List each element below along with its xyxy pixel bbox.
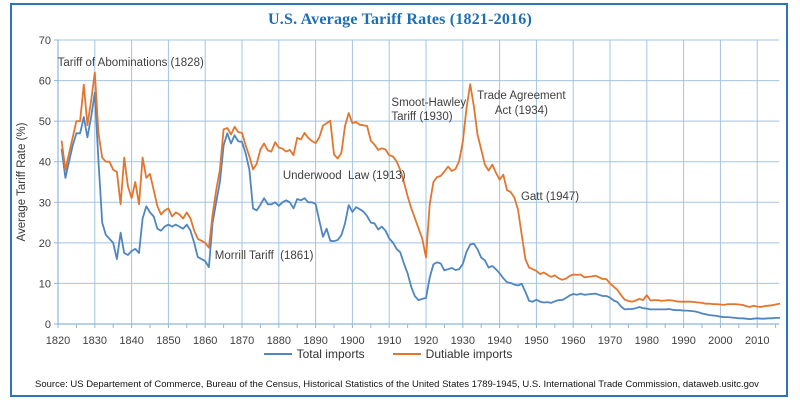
chart-frame	[10, 3, 788, 397]
x-tick-label: 1840	[119, 335, 143, 347]
legend-label-dutiable-imports: Dutiable imports	[425, 347, 513, 361]
annotation-smoot-hawley: Smoot-Hawley Tariff (1930)	[391, 96, 467, 124]
y-tick-label: 70	[39, 35, 51, 47]
legend-item-dutiable-imports: Dutiable imports	[392, 347, 513, 361]
x-tick-label: 1890	[303, 335, 327, 347]
x-tick-label: 2010	[745, 335, 769, 347]
x-tick-label: 1980	[635, 335, 659, 347]
legend-label-total-imports: Total imports	[296, 347, 365, 361]
total-imports-line-swatch	[263, 353, 292, 355]
x-tick-label: 1850	[156, 335, 180, 347]
x-tick-label: 1960	[561, 335, 585, 347]
x-tick-label: 1990	[671, 335, 695, 347]
annotation-trade-agreement-act: Trade Agreement Act (1934)	[477, 90, 566, 118]
x-tick-label: 1920	[414, 335, 438, 347]
annotation-morrill-tariff: Morrill Tariff (1861)	[214, 249, 314, 262]
x-tick-label: 2000	[708, 335, 732, 347]
legend: Total imports Dutiable imports	[0, 347, 788, 361]
y-tick-label: 0	[45, 319, 51, 331]
x-tick-label: 1860	[193, 335, 217, 347]
y-tick-label: 40	[39, 157, 51, 169]
x-tick-label: 1970	[598, 335, 622, 347]
y-tick-label: 20	[39, 238, 51, 250]
y-tick-label: 60	[39, 76, 51, 88]
x-tick-label: 1950	[524, 335, 548, 347]
x-tick-label: 1880	[267, 335, 291, 347]
x-tick-label: 1820	[46, 335, 70, 347]
x-tick-label: 1910	[377, 335, 401, 347]
y-tick-label: 10	[39, 278, 51, 290]
series-line-dutiable-imports	[60, 71, 781, 308]
annotation-gatt: Gatt (1947)	[520, 191, 580, 204]
annotation-tariff-of-abominations: Tariff of Abominations (1828)	[57, 57, 204, 70]
series-line-total-imports	[60, 91, 781, 320]
y-tick-label: 50	[39, 116, 51, 128]
legend-item-total-imports: Total imports	[263, 347, 365, 361]
annotation-underwood-law: Underwood Law (1913)	[282, 169, 406, 182]
x-tick-label: 1870	[230, 335, 254, 347]
source-citation: Source: US Departement of Commerce, Bure…	[35, 379, 759, 390]
x-tick-label: 1940	[487, 335, 511, 347]
x-tick-label: 1830	[83, 335, 107, 347]
dutiable-imports-line-swatch	[392, 353, 421, 355]
y-tick-label: 30	[39, 197, 51, 209]
x-tick-label: 1930	[451, 335, 475, 347]
chart-title: U.S. Average Tariff Rates (1821-2016)	[268, 11, 532, 28]
x-tick-label: 1900	[340, 335, 364, 347]
